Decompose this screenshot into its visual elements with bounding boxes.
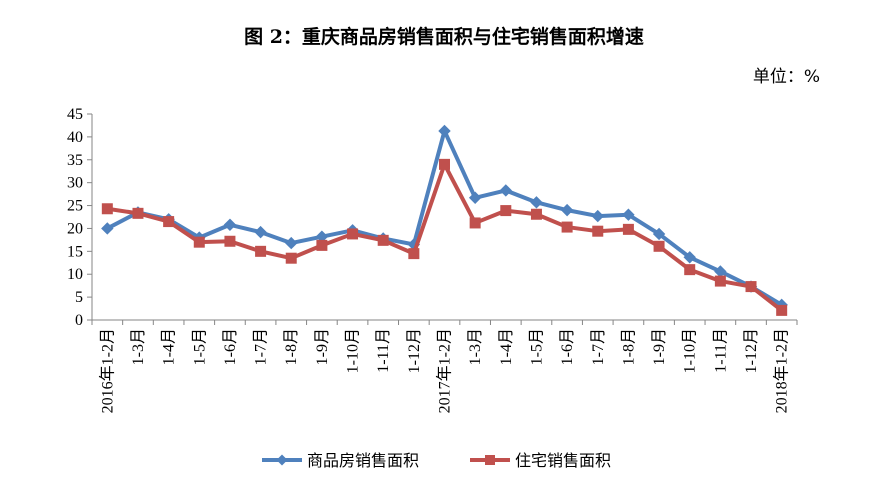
x-tick-label: 1-11月 [375,328,392,373]
data-point [223,218,237,231]
unit-label: 单位：% [752,67,820,87]
series-1 [101,124,788,312]
data-point [500,205,512,217]
data-point [714,275,726,287]
x-tick-label: 2016年1-2月 [98,328,116,413]
data-point [377,234,389,246]
y-tick-label: 0 [75,312,83,329]
legend-swatch-marker [276,454,288,466]
x-tick-label: 1-5月 [528,328,545,365]
data-point [285,252,297,264]
data-point [408,248,420,260]
data-point [530,196,543,209]
legend-swatch-marker [485,455,495,465]
series-2 [101,158,788,316]
x-axis-ticks: 2016年1-2月 1-3月 1-4月 1-5月 1-6月 1-7月 1-8月 1-9月 1-1… [91,320,798,413]
data-point [468,191,482,204]
y-tick-label: 40 [67,129,83,146]
x-tick-label: 1-9月 [651,328,668,365]
data-point [745,281,757,293]
x-tick-label: 1-4月 [161,328,178,365]
data-point [560,203,574,217]
legend-label: 住宅销售面积 [515,451,611,470]
data-point [193,236,205,248]
x-tick-label: 1-6月 [222,328,239,365]
y-tick-label: 25 [67,198,83,215]
data-point [592,225,604,237]
x-tick-label: 1-8月 [283,328,300,365]
y-tick-label: 15 [67,243,83,260]
data-point [254,225,267,239]
y-tick-label: 45 [67,106,83,123]
y-tick-label: 20 [67,220,83,237]
x-tick-label: 1-11月 [712,328,729,373]
y-tick-label: 30 [67,175,83,192]
x-tick-label: 1-8月 [620,328,637,365]
data-point [530,208,542,220]
axes [91,114,797,321]
data-point [591,209,604,223]
data-point [469,217,481,229]
data-point [683,251,696,264]
x-tick-label: 1-3月 [467,328,484,365]
data-point [653,240,665,252]
data-point [285,236,298,250]
data-point [224,235,236,247]
x-tick-label: 1-5月 [191,328,208,365]
data-point [622,223,634,235]
data-point [255,245,267,257]
data-point [101,222,114,235]
x-tick-label: 2018年1-2月 [773,328,791,413]
data-point [438,124,451,138]
x-tick-label: 1-6月 [559,328,576,365]
data-point [684,264,696,276]
x-tick-label: 1-7月 [253,328,270,365]
y-tick-label: 10 [67,266,83,283]
legend: 商品房销售面积 住宅销售面积 [262,451,611,470]
series-line [105,162,784,313]
data-point [499,184,513,197]
y-tick-label: 35 [67,152,83,169]
data-point [163,216,175,228]
x-tick-label: 1-12月 [406,328,423,373]
x-tick-label: 2017年1-2月 [436,328,454,413]
legend-label: 商品房销售面积 [307,451,419,470]
data-point [439,158,450,170]
y-axis-ticks: 0 5 10 15 20 25 30 35 40 45 [67,106,92,329]
data-point [347,228,359,240]
series-line [105,128,784,307]
series-group [101,124,788,316]
x-tick-label: 1-9月 [314,328,331,365]
data-point [101,203,113,215]
chart-title: 图 2：重庆商品房销售面积与住宅销售面积增速 [244,26,644,48]
legend-item-2: 住宅销售面积 [470,451,611,470]
data-point [561,221,573,233]
data-point [652,227,666,241]
x-tick-label: 1-4月 [498,328,515,365]
legend-item-1: 商品房销售面积 [262,451,419,470]
x-tick-label: 1-3月 [130,328,147,365]
y-tick-label: 5 [75,289,83,306]
x-tick-label: 1-10月 [682,328,699,373]
data-point [316,239,328,251]
x-tick-label: 1-12月 [743,328,760,373]
data-point [776,304,788,316]
x-tick-label: 1-7月 [590,328,607,365]
x-tick-label: 1-10月 [345,328,362,373]
data-point [622,208,635,221]
data-point [132,207,144,219]
